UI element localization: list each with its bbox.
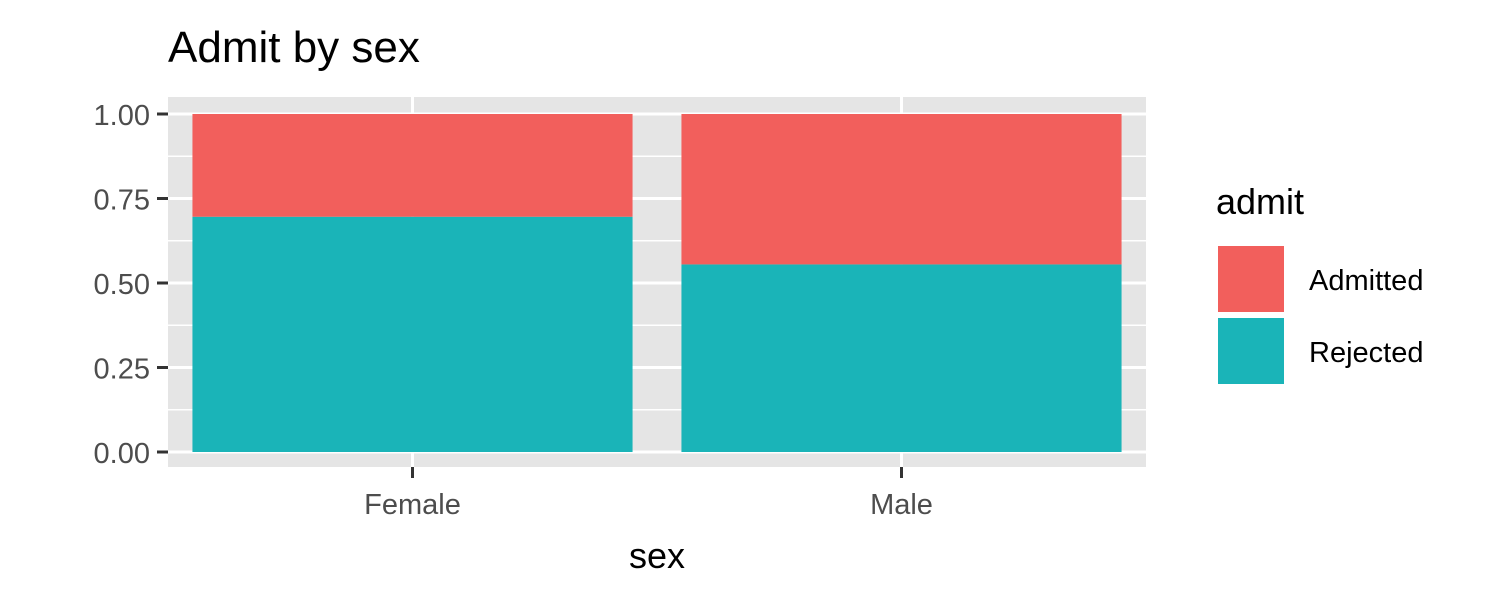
x-axis-label: sex xyxy=(629,535,685,576)
chart-title: Admit by sex xyxy=(168,23,420,72)
bar-admitted-female xyxy=(192,114,633,217)
y-tick-label: 0.75 xyxy=(94,185,150,217)
x-tick-label: Female xyxy=(364,489,461,521)
bar-rejected-female xyxy=(192,216,633,452)
y-tick-label: 1.00 xyxy=(94,100,150,132)
bar-admitted-male xyxy=(681,114,1122,265)
legend: admit Admitted Rejected xyxy=(1216,181,1423,384)
legend-swatch-admitted xyxy=(1218,246,1284,312)
x-axis: Female Male xyxy=(364,467,933,521)
y-axis: 0.00 0.25 0.50 0.75 1.00 xyxy=(94,100,168,470)
bars-group xyxy=(192,114,1122,452)
y-tick-label: 0.00 xyxy=(94,438,150,470)
legend-label-admitted: Admitted xyxy=(1309,265,1423,297)
legend-swatch-rejected xyxy=(1218,318,1284,384)
legend-title: admit xyxy=(1216,181,1304,222)
legend-label-rejected: Rejected xyxy=(1309,337,1423,369)
y-tick-label: 0.50 xyxy=(94,269,150,301)
x-tick-label: Male xyxy=(870,489,933,521)
y-tick-label: 0.25 xyxy=(94,354,150,386)
bar-rejected-male xyxy=(681,264,1122,452)
